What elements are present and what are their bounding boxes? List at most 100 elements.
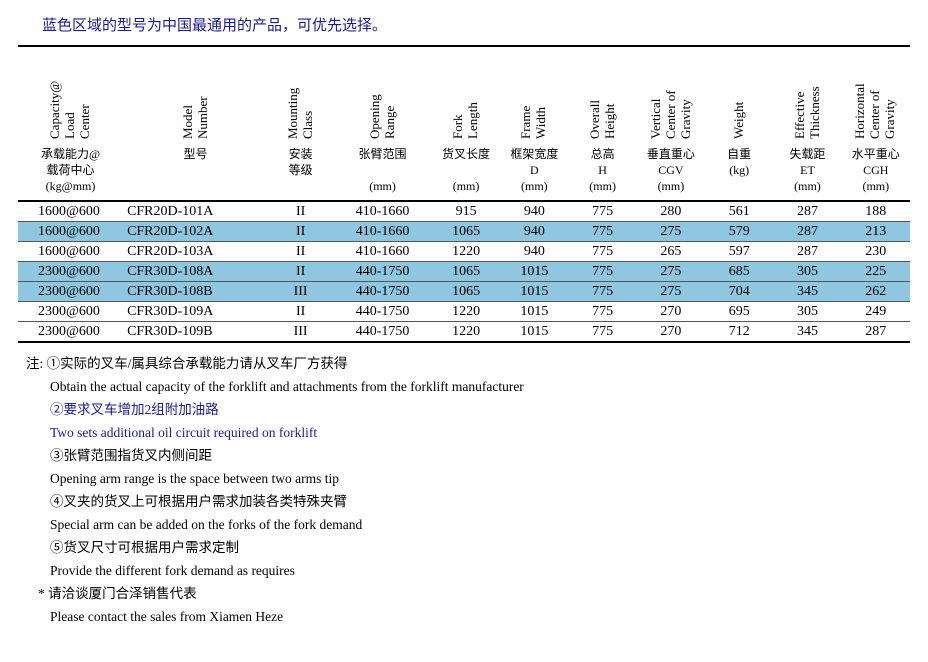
col-header-en: Frame Width	[500, 46, 568, 144]
table-cell: II	[268, 222, 333, 242]
table-cell: 305	[773, 302, 841, 322]
page-title: 蓝色区域的型号为中国最通用的产品，可优先选择。	[42, 14, 910, 35]
table-cell: 2300@600	[18, 282, 123, 302]
table-cell: 1220	[432, 302, 500, 322]
note-2-cn: ②要求叉车增加2组附加油路	[50, 399, 910, 422]
table-cell: CFR30D-109B	[123, 322, 268, 343]
table-cell: CFR20D-103A	[123, 242, 268, 262]
table-cell: CFR20D-102A	[123, 222, 268, 242]
col-header-cn: 安装 等级	[268, 144, 333, 202]
col-header-cn: 垂直重心 CGV (mm)	[637, 144, 705, 202]
table-cell: 1015	[500, 302, 568, 322]
table-cell: 1600@600	[18, 222, 123, 242]
table-cell: 775	[568, 201, 636, 222]
table-cell: 270	[637, 322, 705, 343]
col-header-en: Weight	[705, 46, 773, 144]
table-cell: 775	[568, 262, 636, 282]
col-header-cn: 型号	[123, 144, 268, 202]
col-header-cn: 框架宽度 D (mm)	[500, 144, 568, 202]
table-cell: 915	[432, 201, 500, 222]
col-header-cn: 总高 H (mm)	[568, 144, 636, 202]
table-row: 2300@600CFR30D-109BIII440-17501220101577…	[18, 322, 910, 343]
table-cell: 345	[773, 322, 841, 343]
table-row: 1600@600CFR20D-103AII410-166012209407752…	[18, 242, 910, 262]
table-cell: 287	[773, 242, 841, 262]
table-cell: 775	[568, 282, 636, 302]
table-cell: 704	[705, 282, 773, 302]
table-cell: 775	[568, 302, 636, 322]
table-cell: 775	[568, 242, 636, 262]
col-header-en: Horizontal Center of Gravity	[842, 46, 910, 144]
table-cell: 262	[842, 282, 910, 302]
note-4-en: Special arm can be added on the forks of…	[50, 514, 910, 537]
table-cell: 1600@600	[18, 201, 123, 222]
table-cell: 775	[568, 222, 636, 242]
table-cell: 225	[842, 262, 910, 282]
note-5-cn: ⑤货叉尺寸可根据用户需求定制	[50, 537, 910, 560]
table-cell: CFR30D-108A	[123, 262, 268, 282]
table-cell: 213	[842, 222, 910, 242]
table-cell: 1220	[432, 322, 500, 343]
table-cell: 940	[500, 242, 568, 262]
table-cell: 275	[637, 262, 705, 282]
table-cell: 561	[705, 201, 773, 222]
table-row: 1600@600CFR20D-102AII410-166010659407752…	[18, 222, 910, 242]
table-cell: 712	[705, 322, 773, 343]
table-cell: 1015	[500, 282, 568, 302]
note-2-en: Two sets additional oil circuit required…	[50, 422, 910, 445]
table-row: 2300@600CFR30D-109AII440-175012201015775…	[18, 302, 910, 322]
table-cell: 249	[842, 302, 910, 322]
table-cell: 287	[842, 322, 910, 343]
col-header-cn: 失载距 ET (mm)	[773, 144, 841, 202]
table-cell: 940	[500, 222, 568, 242]
table-cell: 1065	[432, 222, 500, 242]
table-cell: 440-1750	[333, 302, 432, 322]
table-cell: 265	[637, 242, 705, 262]
col-header-en: Mounting Class	[268, 46, 333, 144]
table-cell: 275	[637, 282, 705, 302]
table-cell: 1065	[432, 262, 500, 282]
table-cell: 1600@600	[18, 242, 123, 262]
table-cell: 410-1660	[333, 201, 432, 222]
table-cell: 410-1660	[333, 242, 432, 262]
table-cell: II	[268, 302, 333, 322]
table-cell: II	[268, 262, 333, 282]
table-cell: 440-1750	[333, 322, 432, 343]
table-cell: 440-1750	[333, 282, 432, 302]
note-1-en: Obtain the actual capacity of the forkli…	[50, 376, 910, 399]
table-cell: 685	[705, 262, 773, 282]
table-cell: II	[268, 201, 333, 222]
col-header-en: Capacity@ Load Center	[18, 46, 123, 144]
table-cell: 275	[637, 222, 705, 242]
notes-section: 注: ①实际的叉车/属具综合承载能力请从叉车厂方获得 Obtain the ac…	[26, 353, 910, 628]
col-header-cn: 货叉长度 (mm)	[432, 144, 500, 202]
table-cell: 440-1750	[333, 262, 432, 282]
table-cell: 1015	[500, 262, 568, 282]
table-row: 2300@600CFR30D-108BIII440-17501065101577…	[18, 282, 910, 302]
table-cell: II	[268, 242, 333, 262]
table-header-en: Capacity@ Load CenterModel NumberMountin…	[18, 46, 910, 144]
table-cell: CFR30D-109A	[123, 302, 268, 322]
table-cell: 345	[773, 282, 841, 302]
table-cell: III	[268, 282, 333, 302]
col-header-en: Vertical Center of Gravity	[637, 46, 705, 144]
table-cell: 597	[705, 242, 773, 262]
col-header-en: Fork Length	[432, 46, 500, 144]
table-cell: III	[268, 322, 333, 343]
table-cell: 287	[773, 222, 841, 242]
table-cell: 287	[773, 201, 841, 222]
table-cell: 2300@600	[18, 322, 123, 343]
table-cell: 775	[568, 322, 636, 343]
note-3-en: Opening arm range is the space between t…	[50, 468, 910, 491]
col-header-cn: 自重 (kg)	[705, 144, 773, 202]
col-header-cn: 承载能力@ 载荷中心 (kg@mm)	[18, 144, 123, 202]
table-cell: CFR20D-101A	[123, 201, 268, 222]
col-header-en: Opening Range	[333, 46, 432, 144]
table-cell: 410-1660	[333, 222, 432, 242]
table-cell: 270	[637, 302, 705, 322]
col-header-en: Effective Thickness	[773, 46, 841, 144]
note-6-cn: * 请洽谈厦门合泽销售代表	[38, 583, 910, 606]
table-row: 1600@600CFR20D-101AII410-166091594077528…	[18, 201, 910, 222]
table-cell: 1015	[500, 322, 568, 343]
note-3-cn: ③张臂范围指货叉内侧间距	[50, 445, 910, 468]
